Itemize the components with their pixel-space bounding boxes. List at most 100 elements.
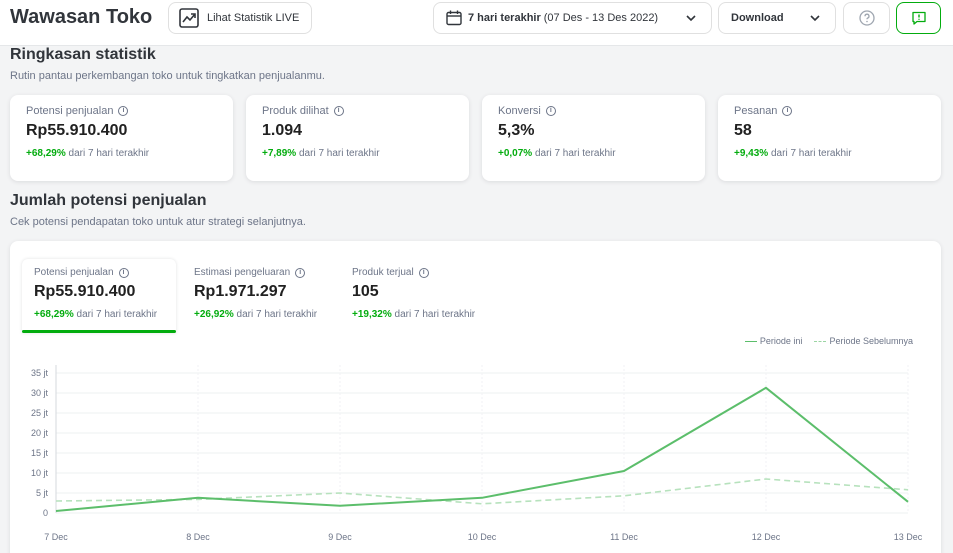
help-button[interactable] [843, 2, 890, 34]
info-icon[interactable]: i [782, 106, 793, 116]
tab-value: Rp1.971.297 [194, 283, 287, 300]
stat-card-produk-dilihat[interactable]: Produk dilihat i 1.094 +7,89% dari 7 har… [246, 95, 469, 181]
change-percent: +9,43% [734, 148, 769, 159]
legend-label-previous: Periode Sebelumnya [829, 336, 913, 346]
chevron-down-icon [810, 15, 820, 22]
x-tick-label: 9 Dec [328, 532, 352, 542]
change-suffix: dari 7 hari terakhir [236, 309, 318, 320]
change-suffix: dari 7 hari terakhir [394, 309, 476, 320]
stat-card-value: 1.094 [262, 122, 303, 139]
calendar-icon [446, 10, 462, 26]
tab-value: 105 [352, 283, 379, 300]
chevron-down-icon [686, 15, 696, 22]
y-tick-label: 5 jt [36, 488, 49, 498]
stat-card-label: Pesanan [734, 105, 778, 117]
stat-card-change: +68,29% dari 7 hari terakhir [26, 148, 217, 159]
change-percent: +19,32% [352, 309, 392, 320]
stat-card-value: 5,3% [498, 122, 535, 139]
page-title: Wawasan Toko [10, 6, 153, 28]
change-suffix: dari 7 hari terakhir [770, 148, 852, 159]
stat-card-label: Potensi penjualan [26, 105, 114, 117]
y-tick-label: 20 jt [31, 428, 49, 438]
date-range-dates: (07 Des - 13 Des 2022) [543, 12, 659, 24]
potensi-title: Jumlah potensi penjualan [10, 192, 207, 209]
legend-label-current: Periode ini [759, 336, 803, 346]
change-suffix: dari 7 hari terakhir [76, 309, 158, 320]
summary-subtitle: Rutin pantau perkembangan toko untuk tin… [10, 70, 325, 82]
tab-label: Estimasi pengeluaran [194, 267, 291, 278]
y-tick-label: 10 jt [31, 468, 49, 478]
stat-card-label-row: Potensi penjualan i [26, 105, 217, 117]
stat-card-label-row: Produk dilihat i [262, 105, 453, 117]
stat-card-label-row: Pesanan i [734, 105, 925, 117]
change-percent: +7,89% [262, 148, 297, 159]
summary-title: Ringkasan statistik [10, 46, 156, 63]
info-icon[interactable]: i [118, 106, 129, 116]
legend-item-previous[interactable]: Periode Sebelumnya [814, 336, 913, 346]
change-suffix: dari 7 hari terakhir [298, 148, 380, 159]
y-tick-label: 30 jt [31, 388, 49, 398]
page-header: Wawasan Toko Lihat Statistik LIVE 7 hari… [0, 0, 953, 46]
tab-value: Rp55.910.400 [34, 283, 136, 300]
feedback-button[interactable] [896, 2, 941, 34]
tab-potensi-penjualan[interactable]: Potensi penjualan i Rp55.910.400 +68,29%… [22, 259, 176, 333]
stat-card-konversi[interactable]: Konversi i 5,3% +0,07% dari 7 hari terak… [482, 95, 705, 181]
stat-card-pesanan[interactable]: Pesanan i 58 +9,43% dari 7 hari terakhir [718, 95, 941, 181]
live-stats-button[interactable]: Lihat Statistik LIVE [168, 2, 312, 34]
tab-produk-terjual[interactable]: Produk terjual i 105 +19,32% dari 7 hari… [340, 259, 490, 333]
change-percent: +26,92% [194, 309, 234, 320]
stat-card-potensi[interactable]: Potensi penjualan i Rp55.910.400 +68,29%… [10, 95, 233, 181]
date-range-label: 7 hari terakhir [468, 12, 541, 24]
legend-item-current[interactable]: Periode ini [744, 336, 803, 346]
stat-card-label: Konversi [498, 105, 541, 117]
tab-label: Produk terjual [352, 267, 414, 278]
change-percent: +0,07% [498, 148, 533, 159]
stat-card-value: Rp55.910.400 [26, 122, 128, 139]
help-icon [858, 10, 875, 26]
info-icon[interactable]: i [118, 267, 129, 278]
info-icon[interactable]: i [545, 106, 556, 116]
download-label: Download [731, 12, 784, 24]
date-range-select[interactable]: 7 hari terakhir (07 Des - 13 Des 2022) [433, 2, 712, 34]
download-button[interactable]: Download [718, 2, 836, 34]
y-tick-label: 25 jt [31, 408, 49, 418]
stat-card-change: +0,07% dari 7 hari terakhir [498, 148, 689, 159]
info-icon[interactable]: i [333, 106, 344, 116]
tab-label-row: Estimasi pengeluaran i [194, 267, 324, 278]
y-tick-label: 35 jt [31, 368, 49, 378]
stat-card-label: Produk dilihat [262, 105, 329, 117]
info-icon[interactable]: i [295, 267, 306, 278]
legend-swatch-current [744, 340, 757, 342]
stat-card-value: 58 [734, 122, 752, 139]
trend-chart-icon [179, 8, 199, 28]
stat-card-change: +7,89% dari 7 hari terakhir [262, 148, 453, 159]
x-tick-label: 8 Dec [186, 532, 210, 542]
stat-card-label-row: Konversi i [498, 105, 689, 117]
tab-label-row: Produk terjual i [352, 267, 478, 278]
tab-label-row: Potensi penjualan i [34, 267, 164, 278]
live-stats-label: Lihat Statistik LIVE [207, 12, 300, 24]
x-tick-label: 13 Dec [894, 532, 923, 542]
tab-change: +26,92% dari 7 hari terakhir [194, 309, 324, 320]
change-percent: +68,29% [34, 309, 74, 320]
change-suffix: dari 7 hari terakhir [534, 148, 616, 159]
y-tick-label: 15 jt [31, 448, 49, 458]
chart-legend: Periode ini Periode Sebelumnya [744, 336, 913, 346]
legend-swatch-previous [814, 340, 827, 342]
x-tick-label: 11 Dec [610, 532, 638, 542]
tab-change: +19,32% dari 7 hari terakhir [352, 309, 478, 320]
info-icon[interactable]: i [418, 267, 429, 278]
x-tick-label: 12 Dec [752, 532, 781, 542]
y-tick-label: 0 [43, 508, 48, 518]
change-suffix: dari 7 hari terakhir [68, 148, 150, 159]
tab-change: +68,29% dari 7 hari terakhir [34, 309, 164, 320]
x-tick-label: 10 Dec [468, 532, 497, 542]
tab-label: Potensi penjualan [34, 267, 114, 278]
change-percent: +68,29% [26, 148, 66, 159]
x-tick-label: 7 Dec [44, 532, 68, 542]
feedback-icon [911, 11, 926, 25]
tab-estimasi-pengeluaran[interactable]: Estimasi pengeluaran i Rp1.971.297 +26,9… [182, 259, 336, 333]
potensi-subtitle: Cek potensi pendapatan toko untuk atur s… [10, 216, 306, 228]
stat-card-change: +9,43% dari 7 hari terakhir [734, 148, 925, 159]
